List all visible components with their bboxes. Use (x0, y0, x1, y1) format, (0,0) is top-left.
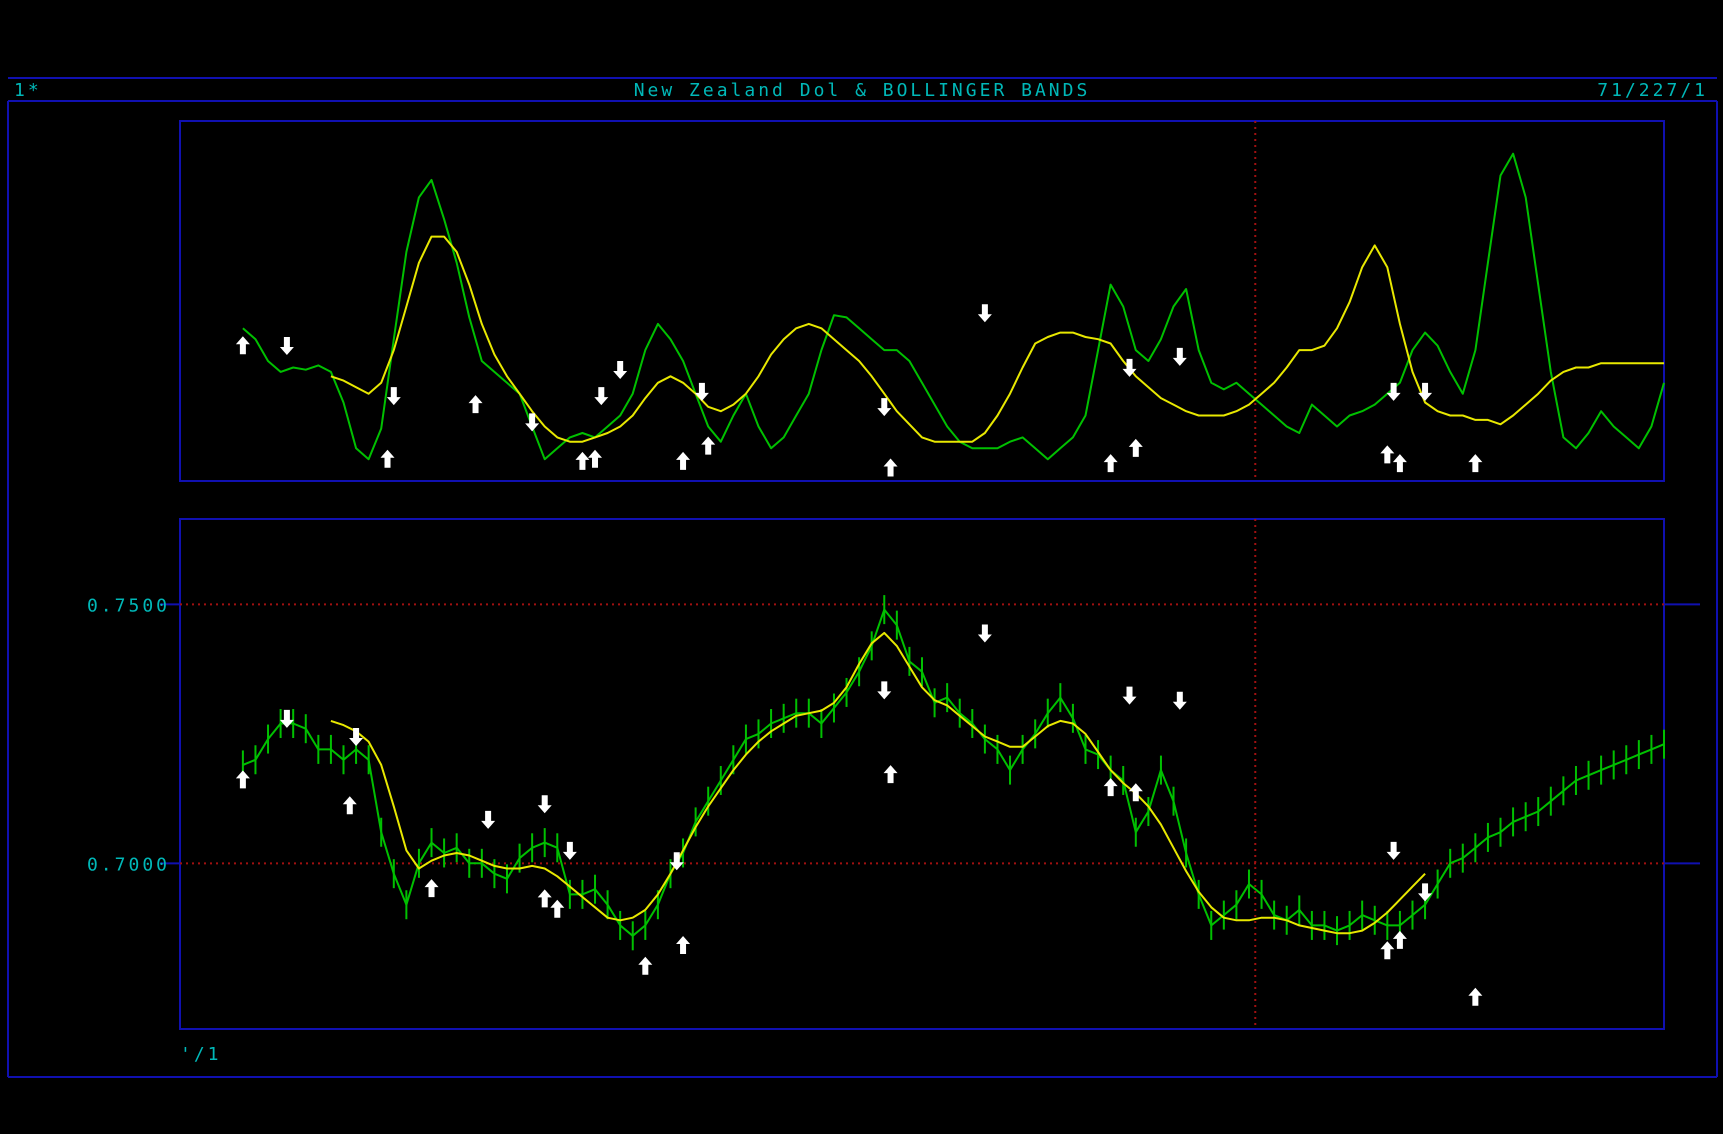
price-signal-down-arrow (481, 810, 496, 829)
price-signal-down-arrow (279, 709, 294, 728)
price-signal-up-arrow (1103, 778, 1118, 797)
indicator-signal-down-arrow (977, 304, 992, 323)
chart-title: New Zealand Dol & BOLLINGER BANDS (634, 80, 1091, 101)
price-signal-up-arrow (1392, 930, 1407, 949)
price-signal-up-arrow (1380, 941, 1395, 960)
indicator-signal-down-arrow (1418, 382, 1433, 401)
indicator-series-1-line (330, 235, 1664, 443)
price-panel-frame (179, 518, 1665, 1030)
indicator-signal-down-arrow (279, 337, 294, 355)
price-signal-down-arrow (977, 624, 992, 643)
price-signal-down-arrow (1418, 883, 1433, 902)
price-signal-down-arrow (349, 727, 364, 746)
price-series-0-line (242, 608, 1665, 937)
price-signal-down-arrow (1386, 841, 1401, 860)
indicator-signal-down-arrow (694, 382, 709, 401)
indicator-panel-frame (179, 120, 1665, 482)
indicator-signal-down-arrow (1122, 358, 1137, 377)
indicator-signal-up-arrow (235, 336, 250, 355)
header-left-label: 1* (14, 80, 42, 101)
indicator-signal-up-arrow (1380, 445, 1395, 464)
indicator-signal-down-arrow (613, 361, 628, 379)
price-signal-down-arrow (669, 852, 684, 871)
price-signal-down-arrow (537, 795, 552, 814)
indicator-signal-up-arrow (1103, 454, 1118, 473)
indicator-signal-up-arrow (1128, 438, 1143, 457)
price-series-1-line (330, 631, 1426, 935)
indicator-signal-up-arrow (380, 449, 395, 468)
indicator-signal-up-arrow (883, 458, 898, 477)
price-signal-up-arrow (424, 879, 439, 898)
indicator-signal-down-arrow (525, 413, 540, 432)
price-panel: 0.7500 0.7000 (87, 518, 1700, 1030)
indicator-signal-up-arrow (676, 451, 691, 470)
price-signal-down-arrow (1172, 691, 1187, 710)
indicator-signal-up-arrow (1392, 454, 1407, 473)
price-signal-up-arrow (342, 796, 357, 815)
indicator-signal-down-arrow (1386, 382, 1401, 401)
price-signal-up-arrow (638, 956, 653, 975)
footer-left-label: '/1 (180, 1044, 222, 1065)
y-tick-label: 0.7500 (87, 595, 170, 616)
indicator-signal-up-arrow (575, 451, 590, 470)
indicator-series-0-line (242, 152, 1665, 461)
price-signal-up-arrow (537, 889, 552, 908)
indicator-signal-up-arrow (468, 395, 483, 414)
price-signal-up-arrow (235, 770, 250, 789)
indicator-signal-down-arrow (877, 398, 892, 417)
price-signal-up-arrow (1468, 987, 1483, 1006)
indicator-panel (179, 120, 1665, 482)
price-signal-up-arrow (550, 899, 565, 918)
indicator-signal-down-arrow (594, 387, 609, 406)
indicator-signal-down-arrow (386, 387, 401, 406)
price-signal-down-arrow (877, 681, 892, 700)
indicator-signal-up-arrow (701, 436, 716, 455)
indicator-signal-up-arrow (588, 449, 603, 468)
price-signal-down-arrow (1122, 686, 1137, 705)
price-signal-up-arrow (676, 936, 691, 955)
price-signal-up-arrow (883, 765, 898, 784)
price-signal-up-arrow (1128, 783, 1143, 802)
indicator-signal-up-arrow (1468, 454, 1483, 473)
indicator-signal-down-arrow (1172, 347, 1187, 366)
y-tick-label: 0.7000 (87, 854, 170, 875)
header-right-label: 71/227/1 (1597, 80, 1708, 101)
price-signal-down-arrow (562, 841, 577, 860)
